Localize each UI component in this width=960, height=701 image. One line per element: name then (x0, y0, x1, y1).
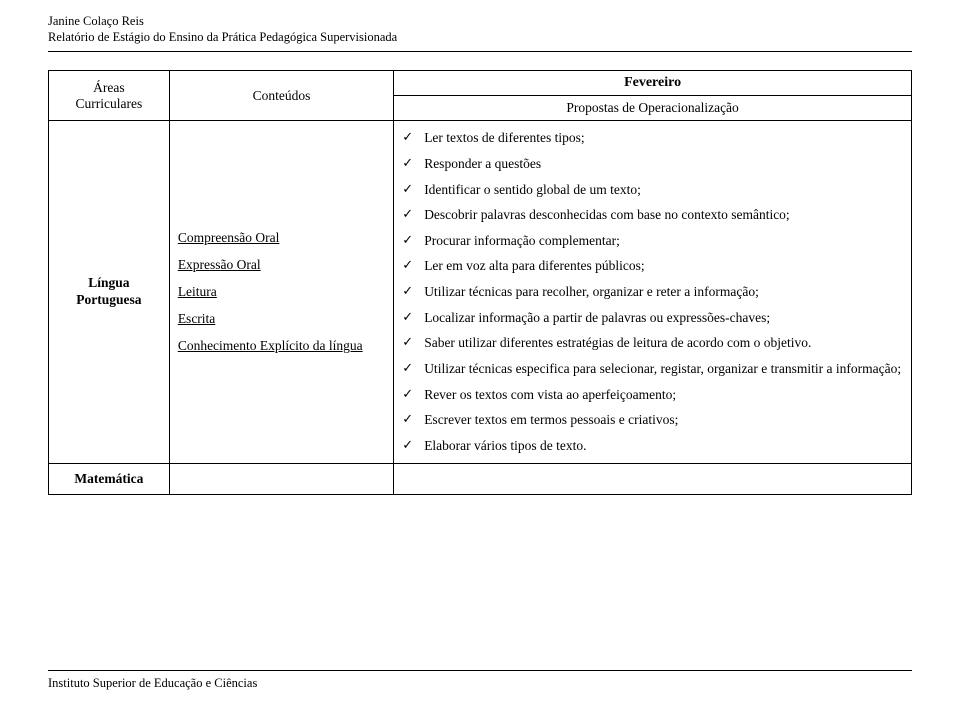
proposta-item: Elaborar vários tipos de texto. (402, 433, 903, 459)
table-row: Língua Portuguesa Compreensão Oral Expre… (49, 121, 912, 463)
conteudo-item: Leitura (178, 278, 385, 305)
propostas-cell: Ler textos de diferentes tipos; Responde… (394, 121, 912, 463)
proposta-item: Procurar informação complementar; (402, 228, 903, 254)
proposta-item: Localizar informação a partir de palavra… (402, 305, 903, 331)
header-areas-l2: Curriculares (76, 96, 143, 111)
table-row: Matemática (49, 463, 912, 494)
page-footer: Instituto Superior de Educação e Ciência… (48, 676, 257, 691)
proposta-item: Escrever textos em termos pessoais e cri… (402, 407, 903, 433)
area-l2: Portuguesa (76, 292, 141, 307)
conteudos-cell: Compreensão Oral Expressão Oral Leitura … (169, 121, 393, 463)
header-report-title: Relatório de Estágio do Ensino da Prátic… (48, 30, 912, 46)
proposta-item: Identificar o sentido global de um texto… (402, 177, 903, 203)
curriculum-table: Áreas Curriculares Conteúdos Fevereiro P… (48, 70, 912, 494)
area-cell-math: Matemática (49, 463, 170, 494)
conteudo-item: Compreensão Oral (178, 224, 385, 251)
proposta-item: Utilizar técnicas para recolher, organiz… (402, 279, 903, 305)
footer-rule (48, 670, 912, 671)
proposta-item: Responder a questões (402, 151, 903, 177)
header-areas: Áreas Curriculares (49, 71, 170, 121)
page-header: Janine Colaço Reis Relatório de Estágio … (48, 14, 912, 45)
proposta-item: Descobrir palavras desconhecidas com bas… (402, 202, 903, 228)
conteudo-item: Expressão Oral (178, 251, 385, 278)
conteudo-item: Escrita (178, 305, 385, 332)
header-author: Janine Colaço Reis (48, 14, 912, 30)
header-month: Fevereiro (394, 71, 912, 96)
proposta-item: Saber utilizar diferentes estratégias de… (402, 330, 903, 356)
header-areas-l1: Áreas (93, 80, 124, 95)
header-conteudos: Conteúdos (169, 71, 393, 121)
conteudo-item: Conhecimento Explícito da língua (178, 332, 385, 359)
proposta-item: Ler textos de diferentes tipos; (402, 125, 903, 151)
table-header-row-1: Áreas Curriculares Conteúdos Fevereiro (49, 71, 912, 96)
propostas-list: Ler textos de diferentes tipos; Responde… (402, 125, 903, 458)
proposta-item: Ler em voz alta para diferentes públicos… (402, 253, 903, 279)
header-propostas: Propostas de Operacionalização (394, 96, 912, 121)
page: Janine Colaço Reis Relatório de Estágio … (0, 0, 960, 495)
header-rule (48, 51, 912, 52)
area-l1: Língua (88, 275, 129, 290)
proposta-item: Utilizar técnicas especifica para seleci… (402, 356, 903, 382)
proposta-item: Rever os textos com vista ao aperfeiçoam… (402, 382, 903, 408)
propostas-cell-empty (394, 463, 912, 494)
area-cell: Língua Portuguesa (49, 121, 170, 463)
conteudos-cell-empty (169, 463, 393, 494)
